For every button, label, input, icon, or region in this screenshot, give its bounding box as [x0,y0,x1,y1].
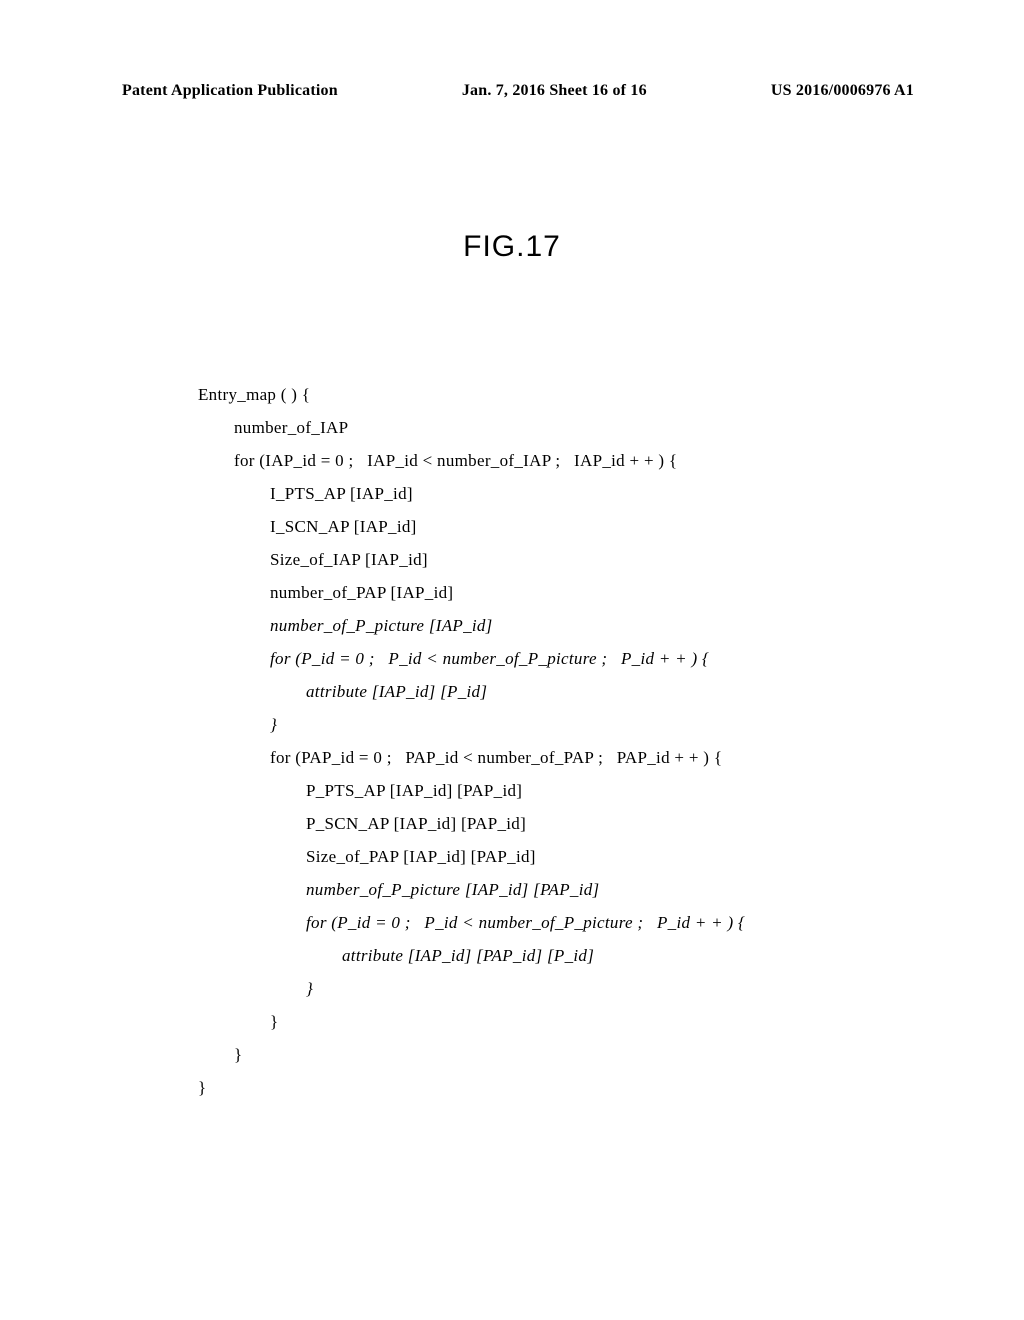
code-line: } [198,1005,745,1038]
code-line: I_SCN_AP [IAP_id] [198,510,745,543]
code-line: number_of_P_picture [IAP_id] [PAP_id] [198,873,745,906]
code-line: Entry_map ( ) { [198,378,745,411]
code-line: P_PTS_AP [IAP_id] [PAP_id] [198,774,745,807]
code-listing: Entry_map ( ) {number_of_IAPfor (IAP_id … [198,378,745,1104]
code-line: number_of_PAP [IAP_id] [198,576,745,609]
code-line: Size_of_IAP [IAP_id] [198,543,745,576]
header-center: Jan. 7, 2016 Sheet 16 of 16 [462,82,647,100]
code-line: for (IAP_id = 0 ; IAP_id < number_of_IAP… [198,444,745,477]
page-header: Patent Application Publication Jan. 7, 2… [0,82,1024,100]
header-right: US 2016/0006976 A1 [771,82,914,100]
code-line: } [198,972,745,1005]
code-line: number_of_P_picture [IAP_id] [198,609,745,642]
figure-title: FIG.17 [0,230,1024,264]
code-line: attribute [IAP_id] [PAP_id] [P_id] [198,939,745,972]
code-line: attribute [IAP_id] [P_id] [198,675,745,708]
code-line: P_SCN_AP [IAP_id] [PAP_id] [198,807,745,840]
code-line: } [198,1071,745,1104]
header-left: Patent Application Publication [122,82,338,100]
code-line: I_PTS_AP [IAP_id] [198,477,745,510]
code-line: } [198,708,745,741]
code-line: for (P_id = 0 ; P_id < number_of_P_pictu… [198,642,745,675]
code-line: number_of_IAP [198,411,745,444]
code-line: Size_of_PAP [IAP_id] [PAP_id] [198,840,745,873]
code-line: for (PAP_id = 0 ; PAP_id < number_of_PAP… [198,741,745,774]
code-line: } [198,1038,745,1071]
code-line: for (P_id = 0 ; P_id < number_of_P_pictu… [198,906,745,939]
